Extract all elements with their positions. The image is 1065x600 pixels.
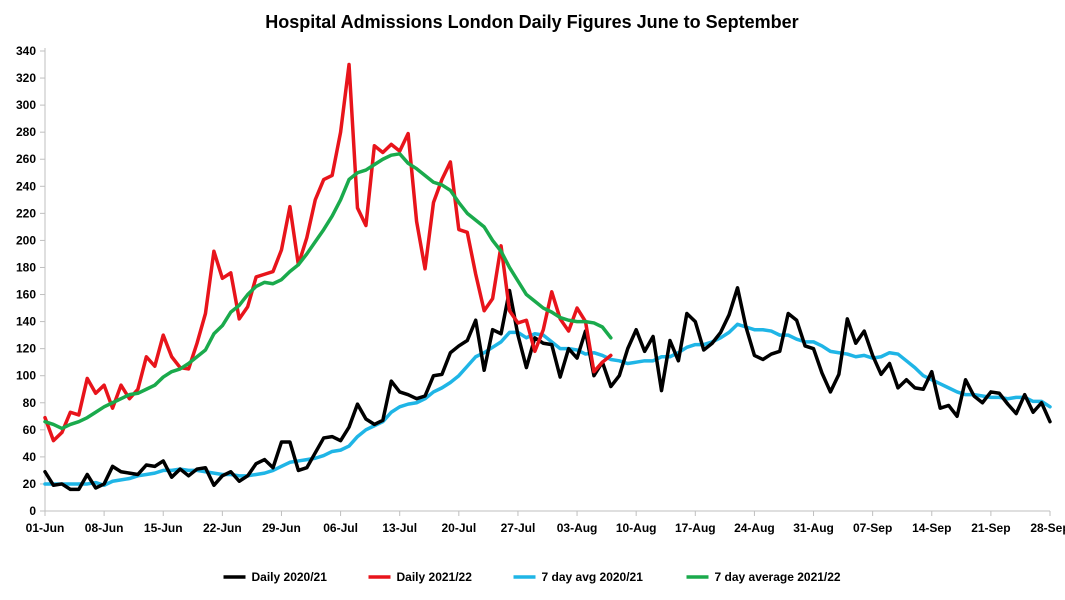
x-tick-label: 29-Jun [262, 521, 301, 535]
y-tick-label: 280 [16, 125, 36, 139]
legend-label-7-day-average-2021-22: 7 day average 2021/22 [715, 570, 841, 584]
y-tick-label: 220 [16, 206, 36, 220]
y-tick-label: 0 [29, 504, 36, 518]
series-line-7-day-average-2021-22 [43, 152, 613, 431]
y-tick-label: 180 [16, 260, 36, 274]
series-line-daily-2020-21 [43, 286, 1052, 492]
y-tick-label: 140 [16, 315, 36, 329]
x-tick-label: 31-Aug [793, 521, 834, 535]
chart-axes: 0 20 40 60 80 100 120 140 160 180 200 220 240 260 280 3… [16, 44, 1065, 535]
y-tick-label: 320 [16, 71, 36, 85]
y-tick-label: 340 [16, 44, 36, 58]
x-tick-label: 21-Sep [971, 521, 1010, 535]
x-tick-label: 13-Jul [382, 521, 417, 535]
y-tick-label: 60 [23, 423, 37, 437]
y-tick-label: 120 [16, 342, 36, 356]
x-tick-label: 15-Jun [144, 521, 183, 535]
legend-label-7-day-avg-2020-21: 7 day avg 2020/21 [542, 570, 644, 584]
x-tick-label: 28-Sep [1030, 521, 1065, 535]
x-tick-label: 22-Jun [203, 521, 242, 535]
series-line-7-day-avg-2020-21 [43, 322, 1052, 488]
x-tick-label: 06-Jul [323, 521, 358, 535]
y-tick-label: 20 [23, 477, 37, 491]
legend-label-daily-2021-22: Daily 2021/22 [397, 570, 473, 584]
x-tick-label: 03-Aug [557, 521, 598, 535]
x-tick-label: 24-Aug [734, 521, 775, 535]
y-tick-label: 300 [16, 98, 36, 112]
x-tick-label: 08-Jun [85, 521, 124, 535]
legend-label-daily-2020-21: Daily 2020/21 [252, 570, 328, 584]
y-tick-label: 80 [23, 396, 37, 410]
x-tick-label: 10-Aug [616, 521, 657, 535]
x-tick-label: 07-Sep [853, 521, 892, 535]
y-tick-label: 240 [16, 179, 36, 193]
x-tick-label: 27-Jul [501, 521, 536, 535]
chart-title: Hospital Admissions London Daily Figures… [265, 12, 798, 32]
y-tick-label: 160 [16, 288, 36, 302]
series-line-daily-2021-22 [43, 62, 613, 443]
series-layer [43, 62, 1052, 492]
legend: Daily 2020/21 Daily 2021/22 7 day avg 2020… [223, 570, 841, 584]
y-tick-label: 100 [16, 369, 36, 383]
x-tick-label: 20-Jul [441, 521, 476, 535]
x-tick-label: 14-Sep [912, 521, 951, 535]
y-tick-label: 40 [23, 450, 37, 464]
y-tick-label: 200 [16, 233, 36, 247]
x-tick-label: 01-Jun [26, 521, 65, 535]
y-tick-label: 260 [16, 152, 36, 166]
x-tick-label: 17-Aug [675, 521, 716, 535]
